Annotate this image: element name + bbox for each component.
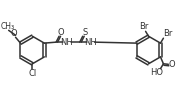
Text: O: O xyxy=(58,28,64,37)
Text: HO: HO xyxy=(150,68,163,77)
Text: O: O xyxy=(169,60,176,69)
Text: NH: NH xyxy=(84,38,97,47)
Text: Br: Br xyxy=(139,22,148,31)
Text: S: S xyxy=(82,28,87,37)
Text: Br: Br xyxy=(163,29,172,38)
Text: CH₃: CH₃ xyxy=(1,22,15,31)
Text: NH: NH xyxy=(61,38,73,47)
Text: Cl: Cl xyxy=(28,69,37,78)
Text: O: O xyxy=(10,29,17,38)
